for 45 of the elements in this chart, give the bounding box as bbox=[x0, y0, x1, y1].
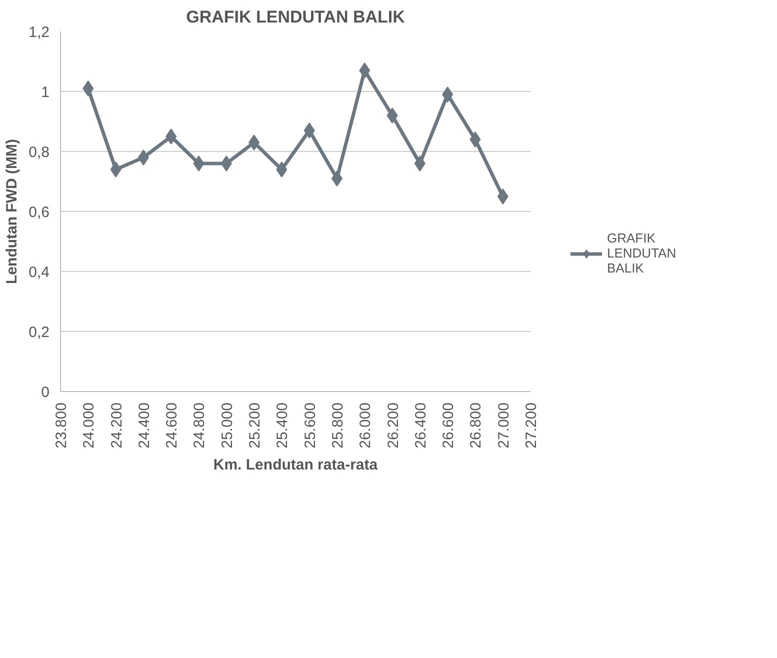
point bbox=[193, 156, 204, 172]
y-tick-label: 1,2 bbox=[28, 24, 50, 41]
point bbox=[414, 156, 426, 172]
x-tick-label: 24.800 bbox=[191, 402, 208, 448]
x-tick-label: 26.200 bbox=[384, 402, 402, 448]
point bbox=[138, 150, 149, 166]
y-tick-label: 0 bbox=[41, 384, 50, 401]
y-tick-label: 0,4 bbox=[28, 264, 50, 281]
point bbox=[470, 132, 481, 148]
x-tick-label: 24.000 bbox=[80, 402, 98, 448]
x-axis-title: Km. Lendutan rata-rata bbox=[213, 456, 378, 474]
x-tick-label: 25.000 bbox=[218, 402, 236, 448]
x-tick-label: 27.000 bbox=[495, 402, 512, 448]
x-tick-label: 26.400 bbox=[412, 402, 430, 448]
point bbox=[497, 188, 508, 204]
x-tick-label: 26.800 bbox=[468, 402, 485, 448]
point bbox=[386, 108, 398, 124]
point bbox=[248, 134, 260, 150]
y-axis-title: Lendutan FWD (MM) bbox=[4, 139, 21, 284]
point bbox=[220, 156, 232, 172]
y-tick-label: 0,2 bbox=[28, 324, 50, 341]
x-tick-label: 23.800 bbox=[53, 402, 70, 448]
x-tick-label: 26.600 bbox=[440, 402, 458, 448]
x-tick-label: 24.200 bbox=[108, 402, 126, 448]
x-tick-label: 25.200 bbox=[246, 402, 264, 448]
x-tick-label: 27.200 bbox=[523, 402, 540, 448]
point bbox=[166, 128, 177, 144]
legend-label: GRAFIK LENDUTAN BALIK bbox=[607, 230, 676, 276]
point bbox=[304, 122, 315, 138]
x-tick-label: 25.600 bbox=[302, 402, 319, 448]
chart-title: GRAFIK LENDUTAN BALIK bbox=[186, 8, 406, 26]
y-tick-label: 0,8 bbox=[28, 144, 50, 161]
y-tick-label: 1 bbox=[41, 84, 50, 101]
point bbox=[442, 86, 454, 102]
point bbox=[359, 62, 370, 78]
point bbox=[82, 80, 94, 96]
x-tick-label: 24.400 bbox=[136, 402, 153, 448]
x-tick-label: 25.400 bbox=[274, 402, 292, 448]
x-tick-label: 25.800 bbox=[329, 402, 346, 448]
x-tick-label: 24.600 bbox=[164, 402, 181, 448]
point bbox=[276, 162, 288, 178]
point bbox=[331, 170, 342, 186]
point bbox=[110, 162, 122, 178]
x-tick-label: 26.000 bbox=[357, 402, 374, 448]
y-tick-label: 0,6 bbox=[28, 204, 50, 221]
